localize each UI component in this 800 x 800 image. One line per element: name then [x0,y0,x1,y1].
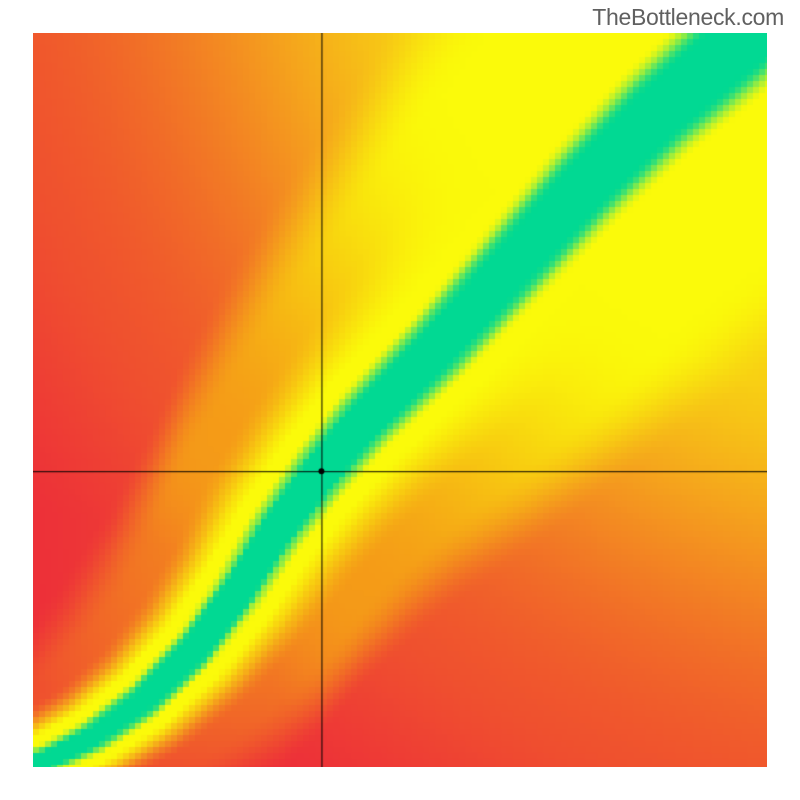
chart-container: TheBottleneck.com [0,0,800,800]
heatmap-canvas [33,33,767,767]
watermark-text[interactable]: TheBottleneck.com [592,4,784,31]
heatmap-plot [33,33,767,767]
